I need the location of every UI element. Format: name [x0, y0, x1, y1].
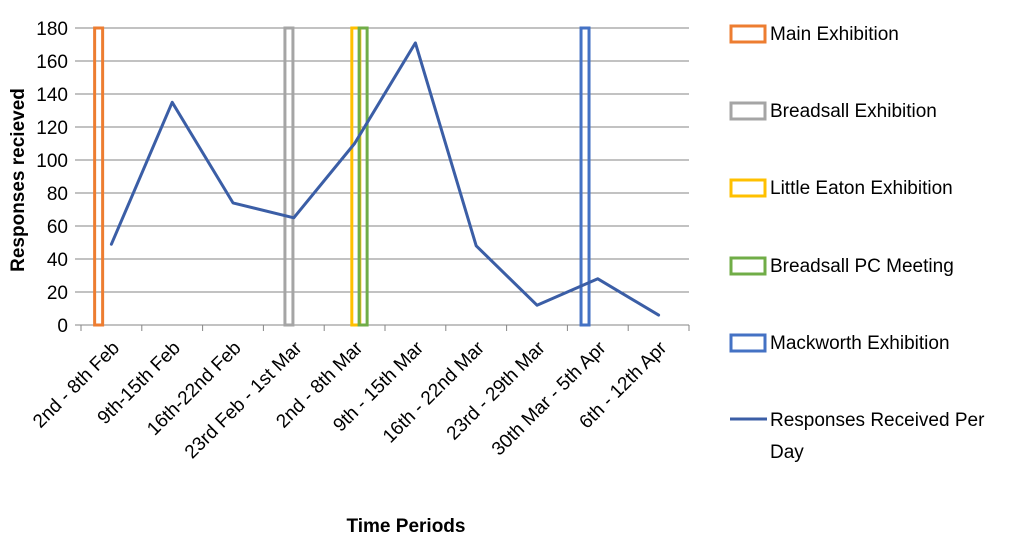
- y-tick-label: 80: [47, 184, 68, 205]
- legend-swatch: [729, 24, 767, 44]
- y-tick-label: 0: [57, 316, 68, 337]
- x-tick-label: 16th - 22nd Mar: [379, 337, 489, 447]
- y-axis-title: Responses recieved: [8, 88, 29, 272]
- x-tick-label: 23rd Feb - 1st Mar: [181, 337, 307, 463]
- legend-label: Breadsall PC Meeting: [770, 256, 954, 277]
- y-tick-label: 20: [47, 283, 68, 304]
- legend-swatch: [729, 101, 767, 121]
- event-marker: [357, 26, 369, 327]
- legend-label: Mackworth Exhibition: [770, 333, 950, 354]
- x-axis-title: Time Periods: [347, 516, 466, 537]
- legend-swatch: [729, 333, 767, 353]
- y-tick-label: 120: [36, 118, 68, 139]
- legend-label: Little Eaton Exhibition: [770, 178, 953, 199]
- y-tick-label: 180: [36, 19, 68, 40]
- legend-swatch: [729, 256, 767, 276]
- x-tick-label: 30th Mar - 5th Apr: [488, 337, 611, 460]
- event-markers: [93, 26, 591, 327]
- y-tick-label: 100: [36, 151, 68, 172]
- event-marker: [93, 26, 105, 327]
- y-tick-label: 140: [36, 85, 68, 106]
- legend-label: Breadsall Exhibition: [770, 101, 937, 122]
- event-marker: [283, 26, 295, 327]
- legend: Main Exhibition Breadsall Exhibition Littl…: [729, 24, 985, 463]
- series-lines: [109, 41, 661, 317]
- legend-label: Responses Received Per Day: [770, 410, 985, 463]
- series-line: [109, 41, 661, 317]
- y-tick-label: 160: [36, 52, 68, 73]
- legend-label: Main Exhibition: [770, 24, 899, 45]
- y-tick-label: 40: [47, 250, 68, 271]
- y-tick-label: 60: [47, 217, 68, 238]
- legend-swatch: [729, 178, 767, 198]
- event-marker: [579, 26, 591, 327]
